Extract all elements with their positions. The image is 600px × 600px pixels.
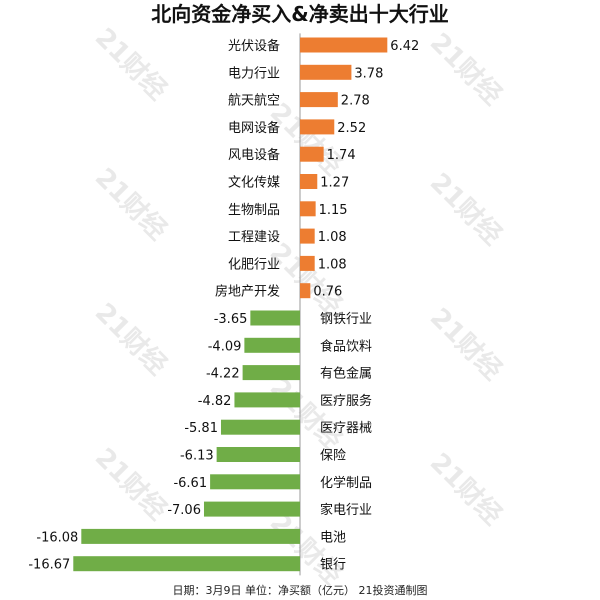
value-label: -5.81 [184, 421, 218, 436]
bar-row-2 [300, 64, 352, 80]
category-label-group: 光伏设备电力行业航天航空电网设备风电设备文化传媒生物制品工程建设化肥行业房地产开… [215, 38, 372, 573]
footer-note: 日期：3月9日 单位：净买额（亿元） 21投资通制图 [173, 583, 428, 597]
category-label: 化肥行业 [228, 257, 280, 272]
category-label: 有色金属 [320, 366, 372, 382]
category-label: 食品饮料 [320, 338, 372, 354]
bar-row-20 [73, 556, 301, 572]
watermark-text: 21财经 [424, 302, 508, 386]
bar-row-9 [300, 255, 315, 271]
category-label: 医疗服务 [320, 393, 372, 409]
value-label: 1.15 [319, 203, 348, 218]
bar-group [73, 37, 388, 572]
category-label: 医疗器械 [320, 421, 372, 436]
category-label: 电网设备 [228, 120, 280, 136]
value-label: 2.78 [341, 94, 370, 109]
value-label: -4.09 [208, 339, 242, 354]
value-label: 1.08 [318, 230, 347, 245]
watermark-text: 21财经 [89, 442, 173, 526]
bar-row-6 [300, 174, 318, 189]
value-label: -6.13 [180, 449, 214, 464]
bar-row-18 [203, 501, 300, 517]
category-label: 家电行业 [320, 502, 372, 518]
watermark-text: 21财经 [264, 507, 348, 591]
value-label: -3.65 [214, 312, 248, 327]
category-label: 保险 [320, 449, 346, 464]
value-label-group: 6.42 3.78 2.78 2.52 1.74 1.27 1.15 1.08 1.08 0.76… [28, 39, 419, 573]
bar-row-12 [244, 337, 300, 353]
chart-title: 北向资金净买入&净卖出十大行业 [151, 2, 448, 26]
category-label: 生物制品 [228, 203, 280, 218]
bar-row-15 [220, 419, 300, 435]
bar-row-14 [234, 392, 300, 408]
watermark-text: 21财经 [264, 372, 348, 456]
bar-row-16 [216, 447, 300, 462]
category-label: 房地产开发 [215, 284, 280, 300]
value-label: -4.82 [198, 394, 232, 409]
value-label: 2.52 [337, 121, 366, 136]
watermark-text: 21财经 [424, 167, 508, 251]
bar-row-11 [250, 310, 300, 326]
bar-row-3 [300, 92, 338, 108]
category-label: 电池 [320, 530, 346, 545]
category-label: 风电设备 [228, 147, 280, 163]
category-label: 工程建设 [228, 230, 280, 245]
category-label: 光伏设备 [228, 38, 280, 54]
category-label: 电力行业 [228, 66, 280, 81]
watermark-text: 21财经 [424, 447, 508, 531]
value-label: -16.08 [36, 530, 78, 545]
bar-row-17 [210, 474, 300, 490]
watermark-text: 21财经 [264, 237, 348, 321]
bar-row-4 [300, 119, 335, 135]
value-label: 6.42 [390, 39, 419, 54]
value-label: 1.08 [318, 257, 347, 272]
bar-row-1 [300, 37, 388, 53]
watermark-text: 21财经 [89, 162, 173, 246]
watermark-text: 21财经 [424, 27, 508, 111]
bar-row-8 [300, 228, 315, 244]
category-label: 航天航空 [228, 93, 280, 109]
category-label: 钢铁行业 [320, 312, 372, 327]
value-label: 3.78 [354, 66, 383, 81]
category-label: 文化传媒 [228, 176, 280, 191]
value-label: -7.06 [167, 503, 201, 518]
bar-row-5 [300, 146, 324, 162]
bar-row-13 [242, 365, 300, 381]
bar-row-19 [81, 528, 300, 544]
watermark-text: 21财经 [89, 297, 173, 381]
category-label: 化学制品 [320, 475, 372, 491]
value-label: 1.74 [327, 148, 356, 163]
value-label: -16.67 [28, 558, 70, 573]
bar-row-10 [300, 283, 311, 299]
bar-row-7 [300, 201, 316, 217]
category-label: 银行 [320, 558, 346, 573]
watermark-text: 21财经 [264, 97, 348, 181]
watermark-text: 21财经 [89, 22, 173, 106]
value-label: 1.27 [320, 176, 349, 191]
value-label: 0.76 [313, 285, 342, 300]
value-label: -6.61 [173, 476, 207, 491]
value-label: -4.22 [206, 367, 240, 382]
